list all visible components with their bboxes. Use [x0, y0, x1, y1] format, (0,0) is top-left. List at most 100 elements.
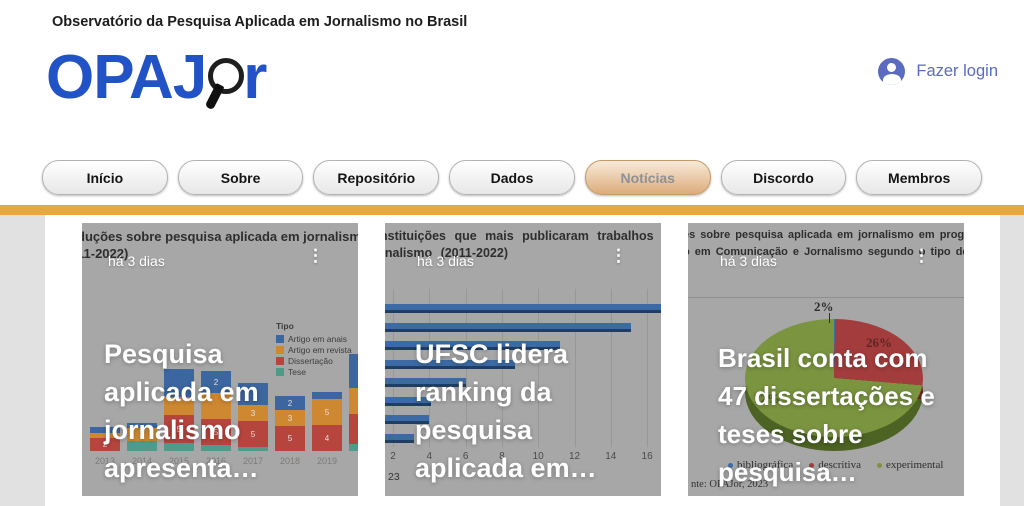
bar-segment: [90, 433, 120, 438]
logo-text-left: OPAJ: [46, 43, 207, 112]
bar-segment: 5: [201, 419, 231, 445]
page-background: duções sobre pesquisa aplicada em jornal…: [0, 215, 1024, 506]
magnifier-icon: [204, 58, 245, 111]
bar-segment: [238, 383, 268, 405]
pie-label-2pct: 2%: [814, 299, 834, 314]
x-axis-tick: 2: [390, 451, 396, 462]
x-axis-label: 2018: [279, 456, 301, 466]
card-headline: Brasil conta com 47 dissertações e teses…: [718, 343, 935, 487]
chart-title-line2: rnalismo (2011-2022): [385, 246, 508, 260]
stacked-bar: [349, 354, 358, 451]
bar-segment: [238, 447, 268, 451]
gridline: [610, 289, 612, 447]
bar-segment: [90, 427, 120, 433]
chart-title-line2: 11-2022): [82, 246, 129, 261]
site-logo[interactable]: OPAJ r: [46, 42, 267, 113]
x-axis-label: 2019: [316, 456, 338, 466]
legend-item: Artigo em revista: [276, 344, 352, 355]
x-axis-tick: 10: [532, 451, 544, 462]
nav-discordo[interactable]: Discordo: [720, 160, 847, 195]
nav-repositorio[interactable]: Repositório: [313, 160, 440, 195]
legend-swatch: [276, 356, 284, 365]
x-axis-tick: 14: [605, 451, 617, 462]
nav-inicio[interactable]: Início: [42, 160, 168, 195]
bar-segment: [349, 444, 358, 451]
x-axis-tick: 16: [641, 451, 653, 462]
bar-segment: [312, 392, 342, 399]
stacked-bar-chart-image: duções sobre pesquisa aplicada em jornal…: [82, 223, 358, 496]
news-card-3[interactable]: es sobre pesquisa aplicada em jornalismo…: [688, 223, 964, 496]
x-axis-label: 2017: [242, 456, 264, 466]
gridline: [574, 289, 576, 447]
bar-segment: 5: [238, 421, 268, 447]
bar-segment: [164, 443, 194, 451]
legend-item: descritiva: [809, 459, 861, 471]
nav-membros[interactable]: Membros: [856, 160, 983, 195]
card-age: há 3 dias: [417, 253, 474, 269]
legend-dot: [728, 463, 733, 468]
chart-title-line2: o em Comunicação e Jornalismo segundo o …: [688, 246, 964, 258]
x-axis-label: 2015: [168, 456, 190, 466]
legend-swatch: [276, 345, 284, 354]
bar-segment: 3: [238, 405, 268, 421]
logo-text-right: r: [243, 43, 267, 112]
nav-dados[interactable]: Dados: [449, 160, 575, 195]
pie-label-72pct: 72%: [754, 391, 780, 406]
news-card-2[interactable]: nstituições que mais publicaram trabalho…: [385, 223, 661, 496]
horizontal-bar: [385, 341, 560, 350]
card-age: há 3 dias: [108, 253, 165, 269]
legend-title: Tipo: [276, 321, 294, 331]
gridline: [647, 289, 649, 447]
legend-swatch: [276, 334, 284, 343]
bar-segment: 5: [312, 399, 342, 425]
card-age: há 3 dias: [720, 253, 777, 269]
x-axis-label: 2013: [94, 456, 116, 466]
news-card-1[interactable]: duções sobre pesquisa aplicada em jornal…: [82, 223, 358, 496]
legend-item: bibliográfica: [728, 459, 793, 471]
legend-label: Artigo em anais: [288, 333, 348, 344]
card-menu-icon[interactable]: ⋮: [307, 246, 324, 265]
bar-segment: 2: [127, 428, 157, 441]
chart-divider: [688, 297, 964, 298]
chart-title-line1: duções sobre pesquisa aplicada em jornal…: [82, 229, 358, 244]
news-carousel: duções sobre pesquisa aplicada em jornal…: [82, 223, 964, 496]
hbar-chart-image: nstituições que mais publicaram trabalho…: [385, 223, 661, 496]
card-menu-icon[interactable]: ⋮: [610, 246, 627, 265]
user-avatar-icon: [878, 58, 906, 85]
legend-label: Tese: [288, 366, 306, 377]
horizontal-bar: [385, 322, 631, 332]
horizontal-bar: [385, 359, 515, 369]
legend-dot: [876, 463, 882, 468]
bar-segment: [164, 369, 194, 397]
pie-slices: [745, 319, 923, 437]
magnifier-handle: [204, 82, 225, 111]
chart-legend: Tipo Artigo em anais Artigo em revista Dis…: [276, 321, 352, 377]
x-axis-tick: 8: [499, 451, 505, 462]
bar-segment: [349, 414, 358, 444]
bar-segment: [349, 354, 358, 388]
bar-segment: [127, 423, 157, 428]
login-button[interactable]: Fazer login: [878, 58, 998, 85]
bar-segment: [201, 445, 231, 451]
chart-source: 23: [388, 471, 400, 483]
legend-swatch: [276, 367, 284, 376]
nav-sobre[interactable]: Sobre: [177, 160, 304, 195]
site-header: Observatório da Pesquisa Aplicada em Jor…: [0, 0, 1024, 160]
bar-segment: [201, 393, 231, 419]
bar-segment: 2: [90, 438, 120, 451]
bar-segment: [349, 388, 358, 414]
pie-chart-image: es sobre pesquisa aplicada em jornalismo…: [688, 223, 964, 496]
legend-item: Dissertação: [276, 355, 352, 366]
legend-item: Tese: [276, 366, 352, 377]
card-menu-icon[interactable]: ⋮: [913, 246, 930, 265]
stacked-bar: 5: [164, 369, 194, 451]
horizontal-bar: [385, 378, 466, 387]
horizontal-bar: [385, 433, 414, 443]
bar-segment: 4: [312, 425, 342, 451]
nav-noticias[interactable]: Notícias: [584, 160, 711, 195]
legend-label: Artigo em revista: [288, 344, 352, 355]
pie-label-leader: [829, 313, 830, 323]
legend-label: Dissertação: [288, 355, 333, 366]
